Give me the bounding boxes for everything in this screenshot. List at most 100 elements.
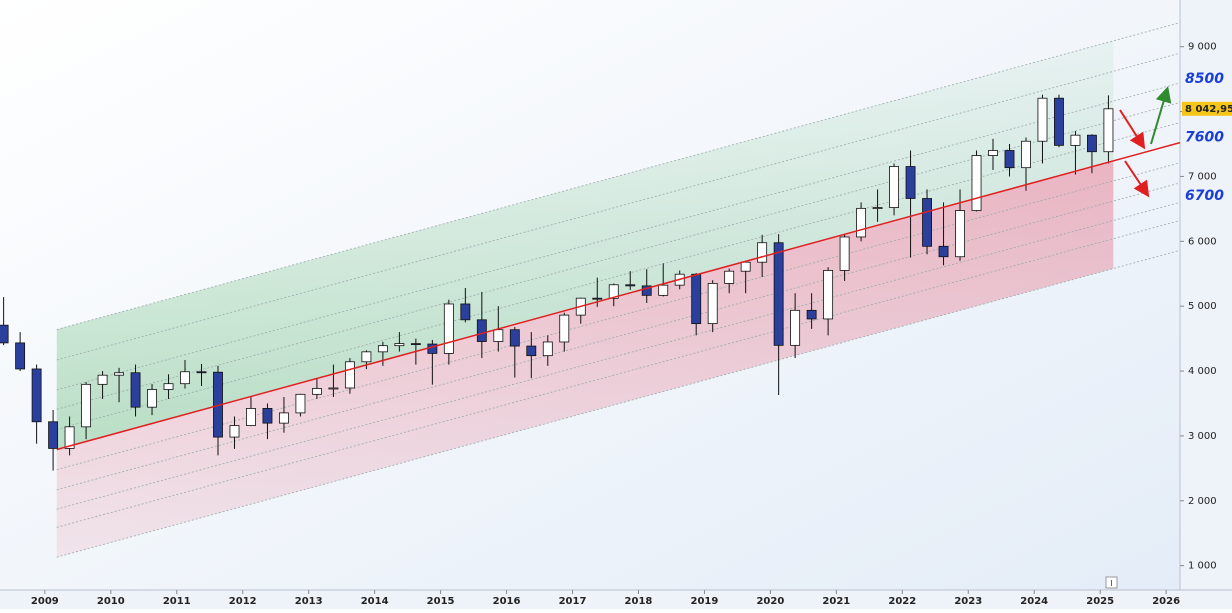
channel-center — [56, 141, 1181, 451]
x-tick-label: 2015 — [427, 596, 455, 607]
candle-body — [526, 345, 537, 357]
candle-body — [130, 372, 141, 408]
candle-body — [806, 309, 817, 320]
candle-body — [229, 425, 240, 438]
y-axis-panel — [1180, 0, 1232, 609]
candle-body — [1087, 134, 1097, 153]
arrow-down — [1119, 109, 1146, 150]
y-tick-label: 5 000 — [1188, 301, 1217, 312]
candle-body — [641, 285, 652, 296]
candle-body — [971, 155, 982, 211]
x-tick-label: 2018 — [625, 596, 653, 607]
candle-body — [707, 283, 718, 325]
candle-body — [163, 383, 174, 390]
y-tick-label: 2 000 — [1188, 496, 1217, 507]
candle-body — [196, 371, 207, 374]
x-tick-label: 2019 — [691, 596, 719, 607]
level-annotation: 8500 — [1185, 71, 1224, 87]
y-tick-label: 3 000 — [1188, 431, 1217, 442]
candle-body — [81, 383, 92, 428]
x-tick-label: 2024 — [1020, 596, 1048, 607]
x-tick-label: 2016 — [493, 596, 521, 607]
candle-body — [542, 341, 553, 357]
candle-body — [839, 236, 850, 271]
candle-body — [559, 314, 570, 343]
candle-body — [1004, 150, 1015, 169]
candle-body — [691, 273, 702, 325]
candle-body — [246, 408, 256, 426]
x-tick-label: 2014 — [361, 596, 389, 607]
candle-body — [509, 329, 520, 347]
candle-body — [295, 393, 306, 414]
candle-body — [592, 297, 603, 300]
candle-body — [180, 371, 190, 385]
y-tick-label: 4 000 — [1188, 366, 1217, 377]
candle-body — [377, 345, 388, 353]
candle-body — [988, 150, 998, 156]
candle-body — [328, 387, 339, 390]
candle-body — [922, 198, 932, 247]
candle-body — [1037, 97, 1048, 142]
candle-body — [262, 408, 273, 424]
x-tick-label: 2023 — [954, 596, 982, 607]
x-tick-label: 2020 — [756, 596, 784, 607]
y-tick-label: 1 000 — [1188, 561, 1217, 572]
candle-body — [493, 329, 504, 342]
candle-body — [394, 343, 405, 347]
candle-body — [955, 210, 965, 258]
x-tick-label: 2022 — [888, 596, 916, 607]
candle-body — [410, 343, 421, 346]
candle-body — [757, 242, 768, 263]
x-tick-label: 2012 — [229, 596, 257, 607]
level-annotation: 6700 — [1185, 188, 1224, 204]
candle-body — [476, 319, 487, 342]
candle-body — [658, 284, 669, 296]
candle-body — [872, 207, 883, 209]
candle-body — [147, 389, 157, 408]
x-axis-panel — [0, 590, 1232, 609]
last-price-label: 8 042,95 — [1185, 104, 1232, 115]
candle-body — [344, 361, 355, 389]
candle-body — [905, 166, 916, 199]
candle-body — [15, 342, 26, 370]
level-annotation: 7600 — [1185, 130, 1224, 146]
candle-body — [1054, 97, 1064, 146]
channel-fill-upper — [56, 40, 1114, 450]
y-tick-label: 6 000 — [1188, 236, 1217, 247]
candle-body — [608, 284, 619, 299]
candle-body — [0, 324, 9, 344]
candle-body — [790, 309, 801, 346]
candle-body — [114, 372, 124, 376]
candle-body — [773, 242, 784, 346]
x-tick-label: 2026 — [1152, 596, 1180, 607]
x-tick-label: 2009 — [31, 596, 59, 607]
candle-body — [64, 426, 75, 449]
x-tick-label: 2013 — [295, 596, 323, 607]
arrow-down — [1124, 160, 1150, 198]
arrow-up — [1150, 86, 1172, 145]
last-price-box — [1182, 101, 1232, 116]
candle-body — [724, 270, 735, 284]
candle-body — [856, 207, 867, 238]
candle-body — [1070, 134, 1081, 146]
candle-body — [97, 374, 108, 385]
plot — [0, 22, 1181, 558]
candle-body — [361, 351, 372, 363]
candle-body — [938, 245, 949, 258]
x-tick-label: 2011 — [163, 596, 191, 607]
candle-body — [823, 270, 834, 320]
x-tick-label: 2025 — [1086, 596, 1114, 607]
candle-body — [740, 261, 751, 272]
candle-body — [889, 166, 900, 208]
candle-body — [625, 284, 636, 287]
candle-body — [443, 303, 454, 354]
candle-body — [1103, 108, 1114, 153]
y-tick-label: 7 000 — [1188, 171, 1217, 182]
candle-body — [279, 412, 289, 424]
candle-body — [1021, 140, 1031, 169]
candle-body — [31, 368, 42, 423]
candle-body — [460, 303, 471, 321]
x-tick-label: 2021 — [822, 596, 850, 607]
x-tick-label: 2017 — [559, 596, 587, 607]
